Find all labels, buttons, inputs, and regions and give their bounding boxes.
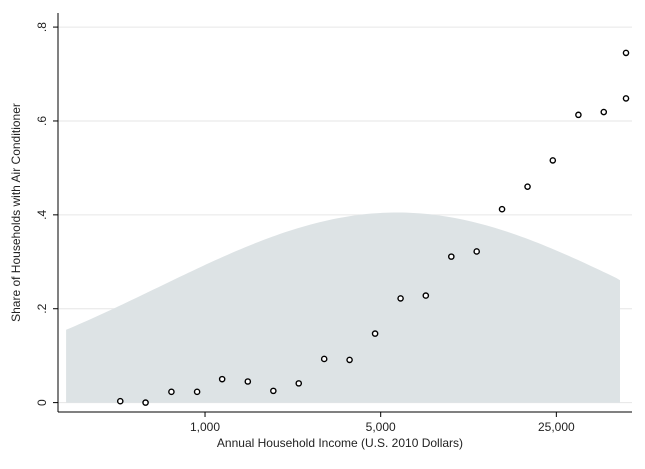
y-tick-label: 0 <box>35 399 49 406</box>
data-point <box>142 399 149 406</box>
data-point <box>193 388 201 396</box>
data-point <box>448 253 455 260</box>
data-point <box>116 397 124 405</box>
data-point <box>371 330 379 337</box>
data-point <box>622 49 630 57</box>
data-point <box>524 183 531 190</box>
data-point <box>549 157 557 164</box>
axes: 0 .2 .4 .6 .8 1,000 5,000 25,000 <box>35 13 632 434</box>
income-density <box>66 212 621 403</box>
y-tick-label: .8 <box>35 22 49 32</box>
x-tick-label: 25,000 <box>538 420 575 434</box>
data-point <box>397 295 404 302</box>
data-point <box>270 387 277 395</box>
data-point <box>295 380 303 387</box>
data-point <box>244 378 252 385</box>
x-tick-label: 1,000 <box>190 420 220 434</box>
y-tick-label: .6 <box>35 116 49 126</box>
y-axis-title: Share of Households with Air Conditioner <box>9 103 23 322</box>
y-tick-label: .2 <box>35 303 49 313</box>
density-area <box>66 212 621 403</box>
y-tick-label: .4 <box>35 210 49 220</box>
data-point <box>218 375 226 383</box>
x-tick-label: 5,000 <box>366 420 396 434</box>
data-point <box>168 388 175 396</box>
x-axis-title: Annual Household Income (U.S. 2010 Dolla… <box>217 436 463 450</box>
data-point <box>320 355 328 363</box>
data-point <box>600 108 608 116</box>
data-points <box>116 49 630 406</box>
data-point <box>422 292 430 299</box>
data-point <box>473 248 480 255</box>
data-point <box>575 111 582 119</box>
data-point <box>346 356 353 364</box>
data-point <box>622 95 630 102</box>
data-point <box>498 205 506 213</box>
